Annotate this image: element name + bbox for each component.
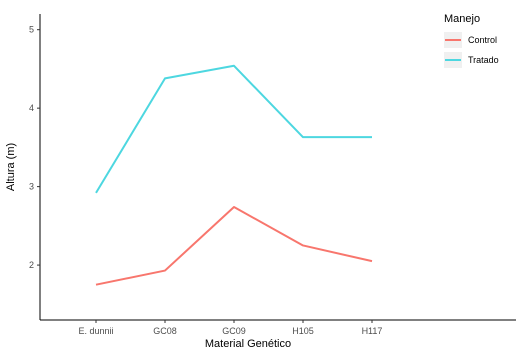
x-tick-label: E. dunnii xyxy=(78,326,113,336)
x-tick-label: GC09 xyxy=(222,326,246,336)
y-tick-label: 4 xyxy=(29,103,34,113)
y-tick-label: 3 xyxy=(29,182,34,192)
y-tick-label: 2 xyxy=(29,260,34,270)
legend-title: Manejo xyxy=(444,13,480,25)
x-tick-label: H105 xyxy=(292,326,314,336)
x-axis-title: Material Genético xyxy=(205,338,291,350)
series-line-tratado xyxy=(95,64,372,194)
y-tick-label: 5 xyxy=(29,25,34,35)
y-axis-title: Altura (m) xyxy=(5,143,17,191)
series-line-control xyxy=(95,206,373,286)
legend-label-tratado: Tratado xyxy=(468,55,499,65)
legend-label-control: Control xyxy=(468,35,497,45)
x-tick-label: GC08 xyxy=(153,326,177,336)
plot-area: 2 3 4 5 E. dunnii GC08 GC09 H105 H117 Material Ge… xyxy=(5,14,516,350)
x-tick-label: H117 xyxy=(362,326,383,336)
legend: Manejo Control Tratado xyxy=(444,13,499,68)
